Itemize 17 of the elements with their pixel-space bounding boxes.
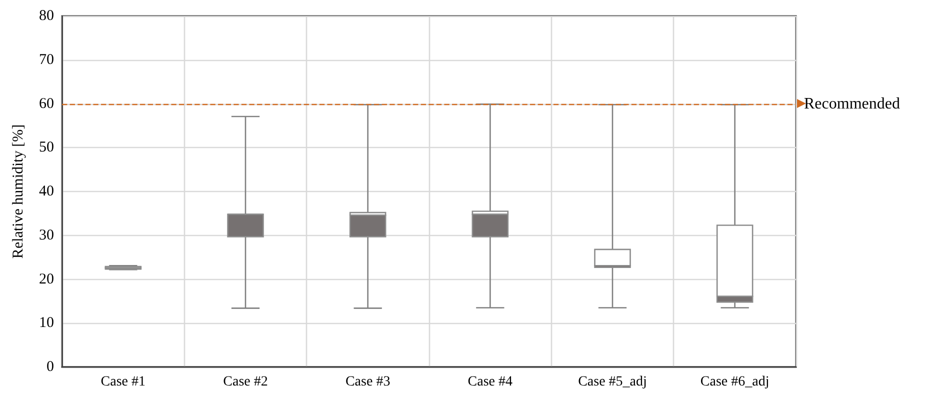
y-tick-label: 0 [46,359,54,375]
x-tick-label: Case #6_adj [700,374,770,390]
y-axis-title: Relative humidity [%] [10,124,26,259]
ref-line-label: Recommended [804,95,900,112]
y-tick-label: 80 [39,8,54,24]
y-tick-label: 50 [39,140,54,156]
y-tick-label: 30 [39,227,54,244]
x-tick-label: Case #2 [223,374,268,390]
x-tick-label: Case #3 [345,374,390,390]
x-tick-label: Case #1 [100,374,146,390]
x-tick-label: Case #5_adj [578,374,647,390]
y-tick-label: 70 [39,52,54,68]
y-tick-label: 10 [39,315,54,332]
y-tick-label: 20 [39,271,54,288]
x-tick-label: Case #4 [468,374,513,390]
y-tick-label: 40 [39,184,54,200]
y-tick-label: 60 [39,96,54,112]
